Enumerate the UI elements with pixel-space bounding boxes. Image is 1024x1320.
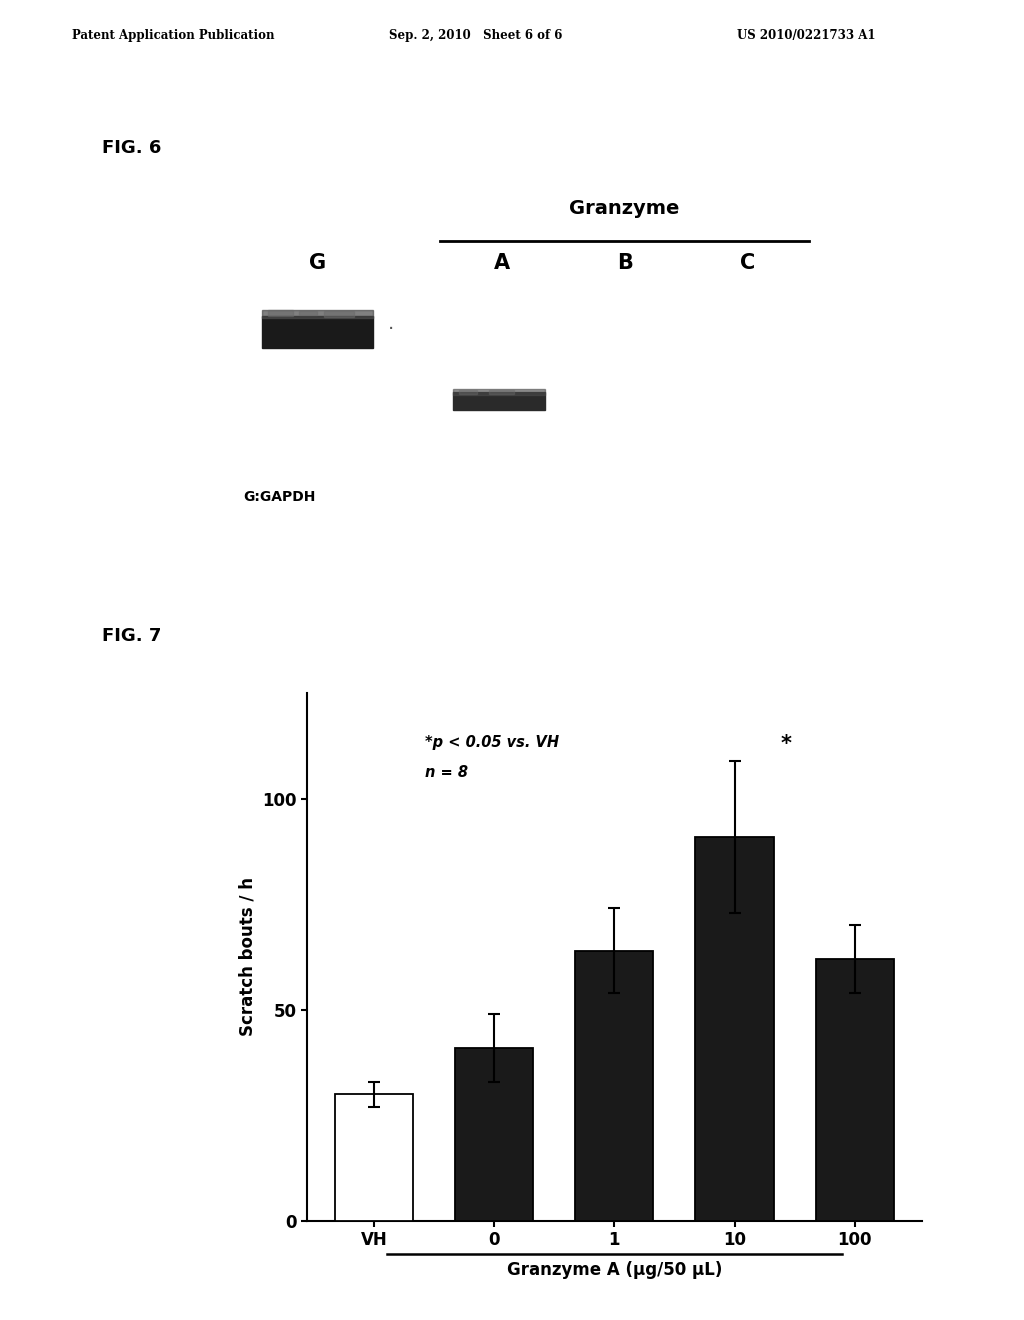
- Text: *p < 0.05 vs. VH: *p < 0.05 vs. VH: [425, 735, 559, 750]
- Bar: [268, 310, 293, 315]
- Text: ·: ·: [388, 319, 394, 339]
- Bar: [459, 389, 477, 393]
- Bar: [335, 1094, 414, 1221]
- Text: *: *: [780, 734, 792, 754]
- Text: A: A: [494, 252, 510, 273]
- Y-axis label: Scratch bouts / h: Scratch bouts / h: [239, 878, 257, 1036]
- Bar: [695, 837, 773, 1221]
- Bar: [575, 950, 653, 1221]
- Text: B: B: [616, 252, 633, 273]
- Bar: [453, 389, 545, 395]
- Bar: [299, 310, 317, 314]
- Text: FIG. 6: FIG. 6: [102, 139, 162, 157]
- Text: Sep. 2, 2010   Sheet 6 of 6: Sep. 2, 2010 Sheet 6 of 6: [389, 29, 562, 42]
- Text: Patent Application Publication: Patent Application Publication: [72, 29, 274, 42]
- Bar: [815, 960, 894, 1221]
- Text: FIG. 7: FIG. 7: [102, 627, 162, 645]
- Text: US 2010/0221733 A1: US 2010/0221733 A1: [737, 29, 876, 42]
- Bar: [262, 310, 373, 318]
- Bar: [489, 389, 514, 395]
- Text: Granzyme: Granzyme: [569, 199, 680, 218]
- Text: C: C: [740, 252, 755, 273]
- Text: n = 8: n = 8: [425, 764, 468, 780]
- Text: G:GAPDH: G:GAPDH: [244, 490, 316, 504]
- Bar: [456, 1048, 534, 1221]
- Text: Granzyme A (μg/50 μL): Granzyme A (μg/50 μL): [507, 1261, 722, 1279]
- Text: G: G: [309, 252, 326, 273]
- Bar: [324, 312, 354, 317]
- Bar: [262, 315, 373, 348]
- Bar: [453, 392, 545, 409]
